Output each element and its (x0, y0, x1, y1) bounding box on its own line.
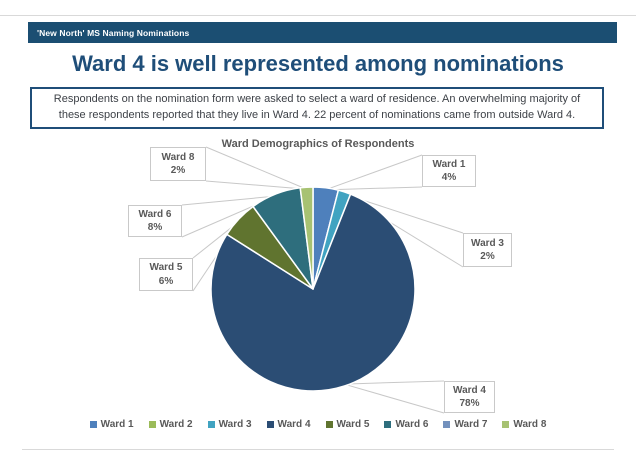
legend-swatch-icon (148, 421, 156, 428)
pie-data-label-value: 2% (480, 251, 495, 262)
pie-data-label-ward-6: Ward 6 8% (128, 205, 182, 237)
pie-data-label-ward-5: Ward 5 6% (139, 258, 193, 291)
legend-label: Ward 2 (159, 419, 193, 430)
legend-swatch-icon (207, 421, 215, 428)
summary-callout-box: Respondents on the nomination form were … (30, 87, 604, 129)
leader-line-ward-8 (205, 146, 307, 190)
pie-data-label-value: 6% (158, 275, 174, 287)
pie-data-label-value: 4% (441, 172, 457, 183)
legend-swatch-icon (384, 421, 392, 428)
legend-label: Ward 6 (395, 419, 429, 430)
leader-line-ward-4 (343, 380, 445, 385)
leader-line-ward-6 (181, 195, 277, 206)
pie-data-label-ward-8: Ward 8 2% (150, 147, 206, 181)
pie-data-label-category: Ward 5 (149, 262, 183, 273)
legend-item-ward-6: Ward 6 (384, 419, 428, 430)
legend-item-ward-4: Ward 4 (266, 419, 311, 430)
pie-data-label-category: Ward 1 (432, 158, 466, 170)
pie-data-label-ward-4: Ward 4 78% (444, 381, 495, 413)
chart-legend: Ward 1 Ward 2 Ward 3 Ward 4 Ward 5 Ward 6 Ward… (0, 419, 636, 430)
pie-data-label-category: Ward 8 (161, 151, 195, 163)
legend-swatch-icon (502, 421, 510, 428)
pie-data-label-value: 2% (170, 165, 186, 176)
legend-label: Ward 3 (218, 419, 252, 430)
slide-header-text: 'New North' MS Naming Nominations (37, 27, 190, 38)
legend-item-ward-8: Ward 8 (502, 419, 546, 430)
slide-top-rule (0, 15, 636, 16)
leader-line-ward-1 (325, 154, 423, 191)
legend-label: Ward 4 (277, 419, 311, 430)
legend-swatch-icon (266, 421, 274, 428)
pie-data-label-value: 78% (459, 398, 480, 409)
leader-line-ward-4 (343, 383, 445, 414)
legend-label: Ward 7 (454, 419, 488, 430)
legend-item-ward-2: Ward 2 (148, 419, 193, 430)
legend-item-ward-3: Ward 3 (207, 419, 252, 430)
slide-bottom-rule (22, 449, 614, 450)
slide-header-bar: 'New North' MS Naming Nominations (28, 22, 617, 43)
pie-data-label-ward-3: Ward 3 2% (463, 233, 512, 267)
legend-label: Ward 8 (513, 419, 547, 430)
pie-data-label-category: Ward 6 (138, 208, 172, 220)
summary-callout-text: Respondents on the nomination form were … (53, 93, 581, 121)
pie-data-label-category: Ward 3 (471, 237, 504, 249)
pie-slice-ward-4 (210, 193, 416, 392)
pie-slice-ward-8 (299, 186, 314, 290)
legend-label: Ward 5 (336, 419, 370, 430)
legend-swatch-icon (89, 421, 97, 428)
legend-label: Ward 1 (100, 419, 134, 430)
legend-item-ward-5: Ward 5 (325, 419, 370, 430)
pie-data-label-value: 8% (147, 222, 163, 233)
slide-title: Ward 4 is well represented among nominat… (72, 51, 564, 76)
leader-line-ward-1 (325, 186, 423, 191)
legend-swatch-icon (443, 421, 451, 428)
legend-swatch-icon (325, 421, 333, 428)
pie-data-label-category: Ward 4 (453, 384, 486, 396)
legend-item-ward-1: Ward 1 (89, 419, 134, 430)
legend-item-ward-7: Ward 7 (443, 419, 487, 430)
pie-data-label-ward-1: Ward 1 4% (422, 155, 476, 187)
leader-line-ward-8 (205, 180, 307, 190)
chart-title: Ward Demographics of Respondents (221, 138, 415, 150)
